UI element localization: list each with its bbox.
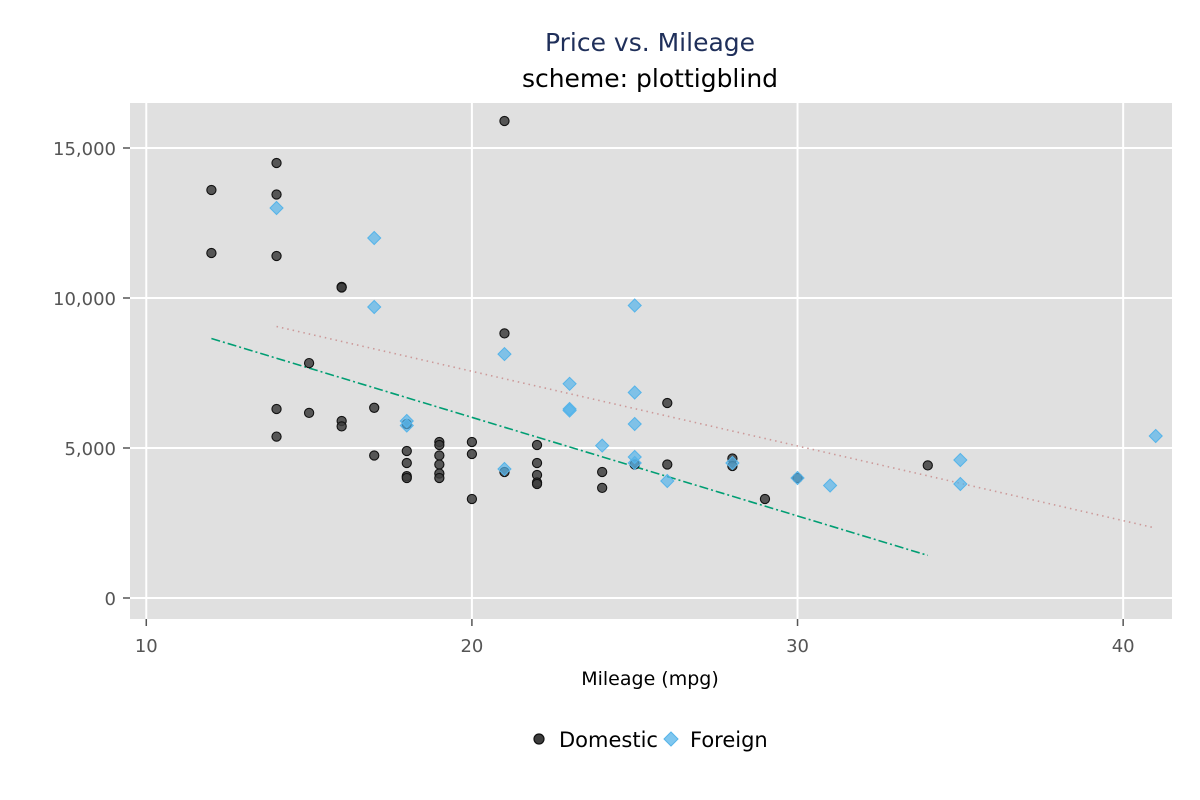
data-point-foreign bbox=[790, 470, 805, 486]
data-point-domestic bbox=[271, 431, 282, 442]
data-point-domestic bbox=[662, 459, 673, 470]
legend-marker-foreign bbox=[663, 731, 679, 747]
data-point-domestic bbox=[434, 439, 445, 451]
data-point-domestic bbox=[922, 460, 933, 471]
data-point-foreign bbox=[627, 455, 642, 471]
data-point-foreign bbox=[627, 385, 642, 400]
x-tick-label: 30 bbox=[786, 636, 809, 657]
data-point-foreign bbox=[269, 200, 284, 216]
data-point-domestic bbox=[206, 247, 217, 259]
data-point-domestic bbox=[531, 478, 543, 490]
fit-line-foreign-fit bbox=[276, 325, 1156, 529]
data-point-domestic bbox=[466, 493, 478, 505]
data-point-domestic bbox=[499, 328, 510, 339]
data-point-domestic bbox=[531, 439, 543, 451]
y-tick-label: 0 bbox=[105, 589, 116, 610]
fit-line-domestic-fit bbox=[211, 337, 929, 557]
data-point-domestic bbox=[336, 282, 347, 293]
data-point-domestic bbox=[401, 445, 412, 457]
chart-subtitle: scheme: plottigblind bbox=[522, 64, 778, 93]
data-point-domestic bbox=[531, 457, 543, 469]
data-point-foreign bbox=[497, 461, 512, 477]
data-point-domestic bbox=[434, 472, 445, 484]
legend: Domestic Foreign bbox=[533, 728, 768, 752]
data-point-foreign bbox=[660, 473, 675, 489]
data-point-foreign bbox=[953, 452, 968, 468]
data-point-foreign bbox=[497, 346, 512, 362]
data-point-foreign bbox=[562, 403, 577, 418]
x-axis-title: Mileage (mpg) bbox=[581, 668, 719, 690]
chart-title: Price vs. Mileage bbox=[545, 28, 755, 57]
data-point-domestic bbox=[206, 184, 217, 196]
data-point-domestic bbox=[271, 403, 282, 415]
legend-marker-domestic bbox=[533, 733, 545, 745]
data-point-domestic bbox=[466, 448, 478, 460]
data-point-domestic bbox=[336, 421, 347, 432]
data-point-domestic bbox=[271, 189, 282, 200]
data-point-domestic bbox=[499, 115, 510, 127]
x-tick-label: 20 bbox=[460, 636, 483, 657]
data-point-domestic bbox=[271, 157, 282, 169]
data-point-foreign bbox=[1148, 428, 1163, 444]
data-point-domestic bbox=[434, 459, 445, 470]
data-point-foreign bbox=[822, 478, 838, 493]
legend-label-foreign: Foreign bbox=[690, 728, 768, 752]
y-tick-label: 15,000 bbox=[53, 139, 116, 160]
data-point-foreign bbox=[562, 376, 577, 392]
data-point-domestic bbox=[597, 466, 608, 478]
data-point-domestic bbox=[759, 493, 771, 505]
data-point-domestic bbox=[271, 250, 282, 262]
data-point-domestic bbox=[466, 436, 478, 448]
data-point-foreign bbox=[953, 476, 968, 492]
y-tick-label: 10,000 bbox=[53, 289, 116, 310]
data-point-foreign bbox=[627, 298, 642, 313]
data-point-foreign bbox=[399, 418, 414, 433]
data-point-domestic bbox=[303, 357, 315, 369]
data-point-foreign bbox=[594, 438, 610, 453]
data-point-foreign bbox=[367, 230, 382, 246]
y-tick-label: 5,000 bbox=[64, 439, 116, 460]
legend-label-domestic: Domestic bbox=[559, 728, 658, 752]
data-point-domestic bbox=[597, 482, 608, 494]
data-point-domestic bbox=[434, 450, 445, 461]
data-point-foreign bbox=[627, 416, 642, 432]
plot-area bbox=[130, 103, 1172, 619]
data-point-domestic bbox=[662, 397, 673, 409]
data-point-domestic bbox=[401, 457, 412, 469]
data-point-foreign bbox=[367, 299, 382, 315]
x-tick-label: 40 bbox=[1112, 636, 1135, 657]
data-point-domestic bbox=[401, 472, 412, 484]
x-tick-label: 10 bbox=[135, 636, 158, 657]
data-point-domestic bbox=[369, 402, 380, 413]
data-point-domestic bbox=[303, 407, 315, 419]
data-point-foreign bbox=[725, 455, 740, 471]
data-point-domestic bbox=[369, 450, 380, 461]
